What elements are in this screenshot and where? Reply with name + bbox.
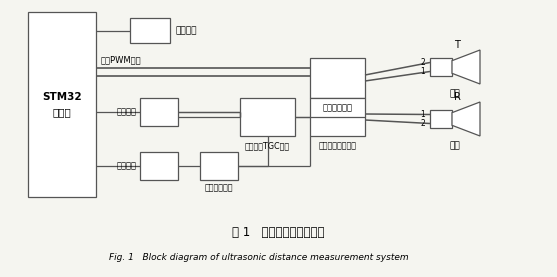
Text: 放大电路TGC电路: 放大电路TGC电路 <box>245 142 290 150</box>
Bar <box>130 18 170 43</box>
Text: 发射驱动电路: 发射驱动电路 <box>323 104 353 112</box>
Bar <box>430 110 452 128</box>
Text: 2: 2 <box>420 119 425 128</box>
Text: 1: 1 <box>420 110 425 119</box>
Text: T: T <box>454 40 460 50</box>
Text: R: R <box>453 92 461 102</box>
Text: 接收: 接收 <box>449 142 461 150</box>
Bar <box>140 152 178 180</box>
Text: 互补PWM输出: 互补PWM输出 <box>101 55 141 64</box>
Text: 2: 2 <box>420 58 425 67</box>
Bar <box>310 58 365 98</box>
Text: 1: 1 <box>420 67 425 76</box>
Polygon shape <box>452 50 480 84</box>
Bar <box>140 98 178 126</box>
Text: 发射: 发射 <box>449 89 461 99</box>
Text: 测温电路: 测温电路 <box>175 26 197 35</box>
Text: 图 1   超声波测距系统框图: 图 1 超声波测距系统框图 <box>232 225 325 238</box>
Text: 比较整形电路: 比较整形电路 <box>205 183 233 193</box>
Text: STM32: STM32 <box>42 91 82 101</box>
Bar <box>310 98 365 136</box>
Bar <box>430 58 452 76</box>
Polygon shape <box>452 102 480 136</box>
Text: 输入捕捉: 输入捕捉 <box>117 107 137 117</box>
Text: Fig. 1   Block diagram of ultrasonic distance measurement system: Fig. 1 Block diagram of ultrasonic dista… <box>109 253 408 263</box>
Text: 输入捕捉: 输入捕捉 <box>117 161 137 171</box>
Text: 一级放大滤波电路: 一级放大滤波电路 <box>319 142 356 150</box>
Bar <box>200 152 238 180</box>
Bar <box>28 12 96 197</box>
Bar <box>240 98 295 136</box>
Text: 单片机: 单片机 <box>52 107 71 117</box>
